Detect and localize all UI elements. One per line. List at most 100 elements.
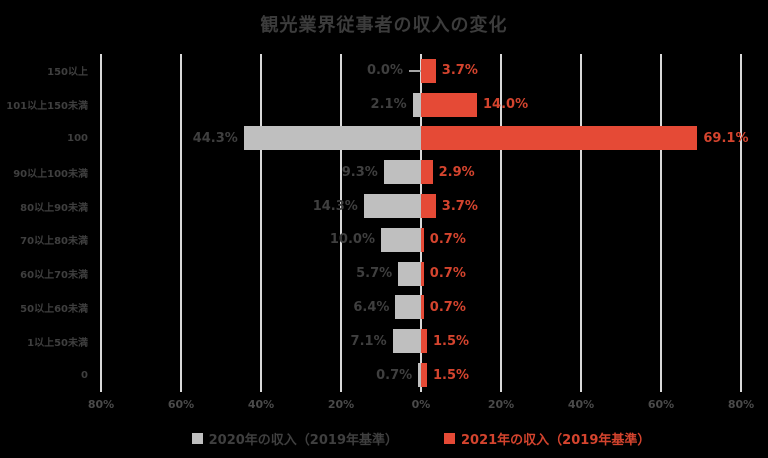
x-axis: 80% 60% 40% 20% 0% 20% 40% 60% 80% — [88, 398, 754, 414]
left-half: 14.3% — [101, 189, 421, 223]
bar-2020 — [412, 92, 421, 117]
value-label-2020: 6.4% — [353, 299, 390, 315]
left-half: 5.7% — [101, 257, 421, 291]
bar-row: 0.7% 1.5% — [101, 358, 741, 392]
x-axis-tick-label: 60% — [167, 398, 195, 411]
right-half: 0.7% — [421, 291, 741, 325]
value-label-2020: 44.3% — [192, 130, 238, 146]
bar-2021 — [421, 126, 698, 151]
left-half: 7.1% — [101, 324, 421, 358]
bar-rows: 0.0% 3.7% 2.1% 14.0% 44.3% 69.1% 9.3% 2.9% 14.3%… — [101, 54, 749, 392]
value-label-2021: 69.1% — [703, 130, 749, 146]
x-axis-tick-label: 40% — [247, 398, 275, 411]
gridline — [340, 54, 342, 392]
legend-label-2021: 2021年の収入（2019年基準） — [461, 433, 651, 448]
bar-2020 — [395, 295, 421, 320]
right-half: 1.5% — [421, 358, 741, 392]
right-half: 69.1% — [421, 122, 749, 156]
bar-2021 — [421, 363, 427, 388]
right-half: 3.7% — [421, 54, 741, 88]
left-half: 6.4% — [101, 291, 421, 325]
bar-row: 0.0% 3.7% — [101, 54, 741, 88]
value-label-2020: 2.1% — [370, 97, 407, 113]
value-label-2021: 3.7% — [441, 198, 478, 214]
gridline — [740, 54, 742, 392]
bar-2020 — [392, 329, 421, 354]
bar-2021 — [421, 295, 424, 320]
legend: 2020年の収入（2019年基準） 2021年の収入（2019年基準） — [101, 429, 741, 448]
bar-row: 9.3% 2.9% — [101, 155, 741, 189]
bar-2020 — [418, 363, 421, 388]
left-half: 0.7% — [101, 358, 421, 392]
category-label: 150以上 — [47, 67, 88, 79]
value-label-2021: 2.9% — [438, 164, 475, 180]
bar-2020 — [383, 160, 421, 185]
gridline — [260, 54, 262, 392]
bar-2020 — [243, 126, 421, 151]
gridline — [420, 54, 422, 392]
category-label: 0 — [81, 369, 88, 381]
value-label-2020: 14.3% — [312, 198, 358, 214]
bar-row: 7.1% 1.5% — [101, 324, 741, 358]
value-label-2020: 9.3% — [341, 164, 378, 180]
value-label-2021: 1.5% — [433, 367, 470, 383]
bar-row: 5.7% 0.7% — [101, 257, 741, 291]
plot-area: 0.0% 3.7% 2.1% 14.0% 44.3% 69.1% 9.3% 2.9% 14.3%… — [100, 54, 749, 392]
category-label: 100 — [67, 132, 88, 144]
category-label: 90以上100未満 — [13, 168, 88, 180]
value-label-2021: 0.7% — [429, 299, 466, 315]
category-label: 70以上80未満 — [20, 236, 88, 248]
left-half: 9.3% — [101, 155, 421, 189]
value-label-2020: 0.0% — [366, 63, 403, 79]
chart-title: 観光業界従事者の収入の変化 — [260, 15, 508, 36]
bar-row: 10.0% 0.7% — [101, 223, 741, 257]
right-half: 2.9% — [421, 155, 741, 189]
legend-label-2020: 2020年の収入（2019年基準） — [208, 433, 398, 448]
x-axis-tick-label: 40% — [567, 398, 595, 411]
left-half: 0.0% — [101, 54, 421, 88]
bar-row: 2.1% 14.0% — [101, 88, 741, 122]
bar-2021 — [421, 194, 436, 219]
right-half: 14.0% — [421, 88, 741, 122]
right-half: 1.5% — [421, 324, 741, 358]
bar-2021 — [421, 227, 424, 252]
gridline — [500, 54, 502, 392]
bar-row: 14.3% 3.7% — [101, 189, 741, 223]
value-label-2021: 14.0% — [483, 97, 529, 113]
category-axis: 150以上 101以上150未満 100 90以上100未満 80以上90未満 70以上8… — [0, 54, 88, 392]
value-label-2021: 1.5% — [433, 333, 470, 349]
category-label: 80以上90未満 — [20, 202, 88, 214]
value-label-2020: 0.7% — [376, 367, 413, 383]
right-half: 0.7% — [421, 223, 741, 257]
bar-2020 — [398, 261, 421, 286]
value-label-2020: 5.7% — [356, 266, 393, 282]
category-label: 101以上150未満 — [6, 101, 88, 113]
legend-swatch-2021 — [444, 433, 455, 444]
gridline — [180, 54, 182, 392]
bar-2021 — [421, 58, 436, 83]
bar-2021 — [421, 92, 477, 117]
value-label-2020: 7.1% — [350, 333, 387, 349]
left-half: 44.3% — [101, 122, 421, 156]
gridline — [580, 54, 582, 392]
bar-row: 44.3% 69.1% — [101, 122, 749, 156]
value-label-2021: 0.7% — [429, 232, 466, 248]
legend-item-2020: 2020年の収入（2019年基準） — [191, 429, 398, 448]
right-half: 0.7% — [421, 257, 741, 291]
bar-2021 — [421, 329, 427, 354]
value-label-2020: 10.0% — [329, 232, 375, 248]
x-axis-tick-label: 20% — [487, 398, 515, 411]
legend-swatch-2020 — [191, 433, 203, 444]
x-axis-tick-label: 20% — [327, 398, 355, 411]
left-half: 10.0% — [101, 223, 421, 257]
gridline — [100, 54, 102, 392]
right-half: 3.7% — [421, 189, 741, 223]
x-axis-tick-label: 60% — [647, 398, 675, 411]
category-label: 60以上70未満 — [20, 270, 88, 282]
left-half: 2.1% — [101, 88, 421, 122]
legend-item-2021: 2021年の収入（2019年基準） — [444, 429, 650, 448]
x-axis-tick-label: 0% — [411, 398, 431, 411]
value-label-2021: 0.7% — [429, 266, 466, 282]
x-axis-tick-label: 80% — [87, 398, 115, 411]
